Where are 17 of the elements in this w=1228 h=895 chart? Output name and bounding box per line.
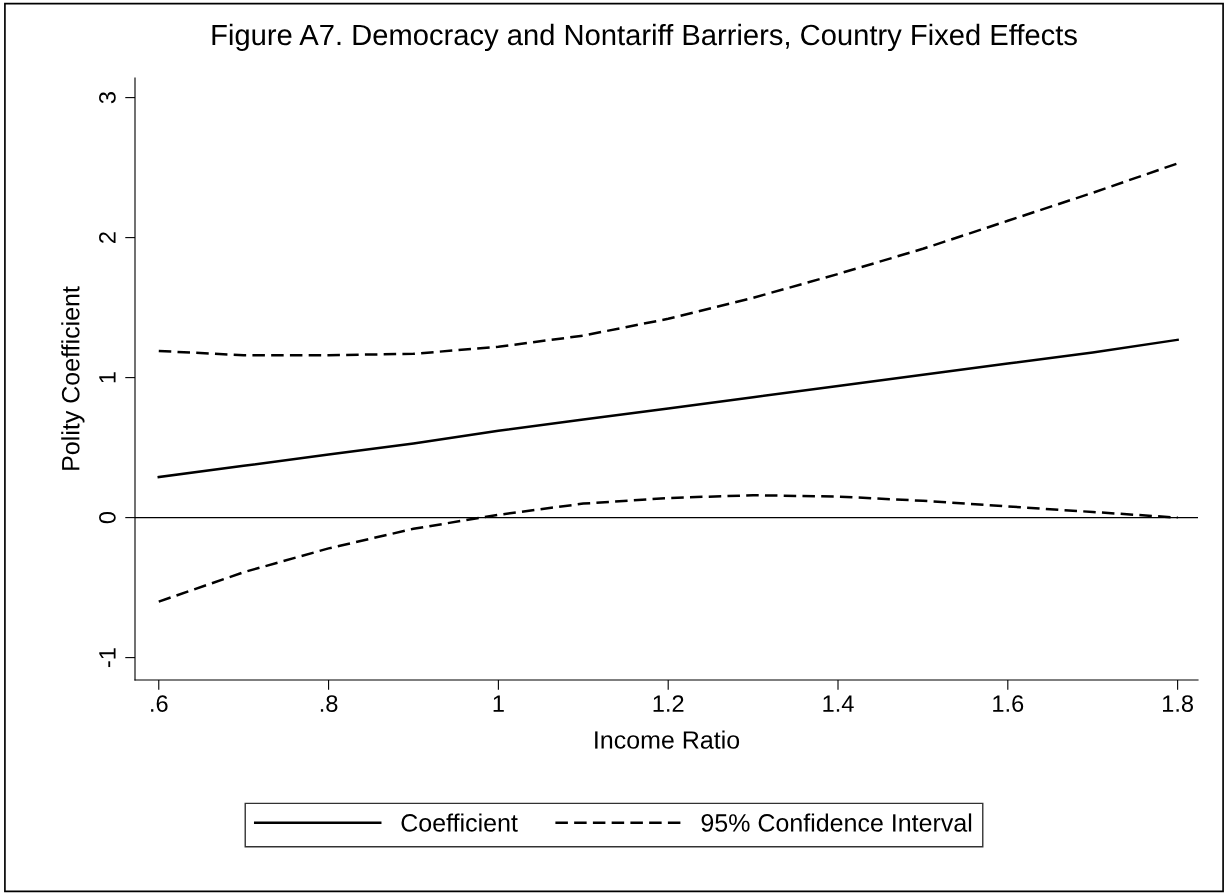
y-tick-label: 2 [99,232,116,243]
chart-title: Figure A7. Democracy and Nontariff Barriers, Country Fixed Effects [212,23,1077,52]
x-tick-label: .6 [151,695,168,712]
y-tick-label: 1 [99,372,116,383]
y-tick-label: 0 [99,511,116,524]
x-axis-title: Income Ratio [595,730,740,749]
x-tick-label: 1 [493,695,504,712]
x-tick-label: 1.2 [653,695,684,712]
x-tick-label: 1.6 [993,695,1024,712]
text: Coefficient [401,813,518,832]
x-tick-label: .8 [320,695,338,712]
legend-label: 95% Confidence Interval [701,813,972,832]
y-tick-label: -1 [99,648,116,668]
x-tick-label: 1.4 [823,695,854,712]
y-axis-title: Polity Coefficient [61,286,85,470]
x-tick-label: 1.8 [1163,695,1194,712]
y-tick-label: 3 [99,92,116,104]
